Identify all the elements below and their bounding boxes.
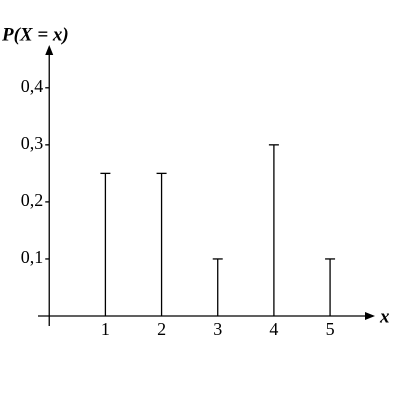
x-tick-label: 2	[157, 319, 166, 339]
stem	[325, 258, 336, 316]
x-axis-title: x	[379, 306, 390, 327]
y-tick-label: 0,1	[21, 247, 44, 267]
x-axis-arrow	[365, 312, 375, 320]
y-axis-arrow	[45, 45, 54, 55]
x-tick-label: 3	[213, 319, 222, 339]
x-tick-label: 1	[101, 319, 110, 339]
stem	[268, 144, 279, 316]
y-tick-label: 0,3	[21, 133, 44, 153]
x-tick-label: 4	[269, 319, 278, 339]
x-tick-label: 5	[326, 319, 335, 339]
y-tick-label: 0,2	[21, 190, 44, 210]
stem	[212, 258, 223, 316]
y-axis-title: P(X = x)	[1, 24, 69, 45]
stem	[156, 172, 167, 316]
stem	[100, 172, 111, 316]
y-tick-label: 0,4	[21, 76, 44, 96]
